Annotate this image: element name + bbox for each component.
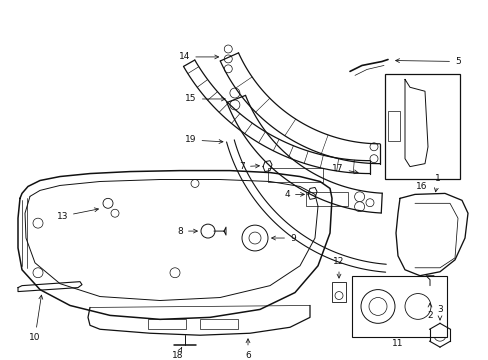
Circle shape — [191, 180, 199, 188]
Circle shape — [111, 209, 119, 217]
Circle shape — [369, 143, 377, 151]
Circle shape — [229, 100, 240, 110]
Circle shape — [365, 199, 373, 207]
Text: 17: 17 — [331, 164, 357, 174]
Circle shape — [224, 65, 232, 73]
Bar — [148, 319, 185, 329]
Text: 19: 19 — [184, 135, 223, 144]
Circle shape — [360, 289, 394, 323]
Text: 7: 7 — [239, 162, 259, 171]
Text: 11: 11 — [391, 339, 403, 348]
Bar — [305, 192, 347, 206]
Circle shape — [369, 155, 377, 163]
Text: 4: 4 — [284, 190, 304, 199]
Text: 6: 6 — [244, 339, 250, 360]
Circle shape — [229, 88, 240, 98]
Circle shape — [354, 202, 364, 212]
Text: 5: 5 — [395, 57, 460, 66]
Circle shape — [354, 192, 364, 202]
Circle shape — [404, 293, 430, 319]
Circle shape — [224, 55, 232, 63]
Circle shape — [248, 232, 261, 244]
Circle shape — [242, 225, 267, 251]
Text: 15: 15 — [185, 94, 225, 103]
Circle shape — [433, 329, 445, 341]
Bar — [200, 319, 238, 329]
Text: 2: 2 — [427, 303, 432, 320]
Circle shape — [422, 285, 436, 300]
Text: 13: 13 — [57, 208, 98, 221]
Text: 18: 18 — [172, 348, 183, 360]
Circle shape — [201, 224, 215, 238]
Bar — [268, 168, 323, 182]
Bar — [351, 276, 446, 337]
Text: 3: 3 — [436, 305, 442, 320]
Circle shape — [368, 297, 386, 315]
Circle shape — [170, 268, 180, 278]
Circle shape — [103, 198, 113, 208]
Circle shape — [224, 45, 232, 53]
Text: 1: 1 — [433, 174, 440, 192]
Text: 9: 9 — [271, 234, 295, 243]
Text: 12: 12 — [333, 257, 344, 278]
Text: 16: 16 — [415, 182, 427, 191]
Circle shape — [33, 268, 43, 278]
Bar — [387, 111, 399, 141]
Text: 10: 10 — [29, 295, 42, 342]
Text: 8: 8 — [177, 226, 197, 235]
Text: 14: 14 — [179, 53, 218, 62]
Bar — [384, 75, 459, 179]
Circle shape — [334, 292, 342, 300]
Bar — [331, 282, 346, 302]
Circle shape — [33, 218, 43, 228]
